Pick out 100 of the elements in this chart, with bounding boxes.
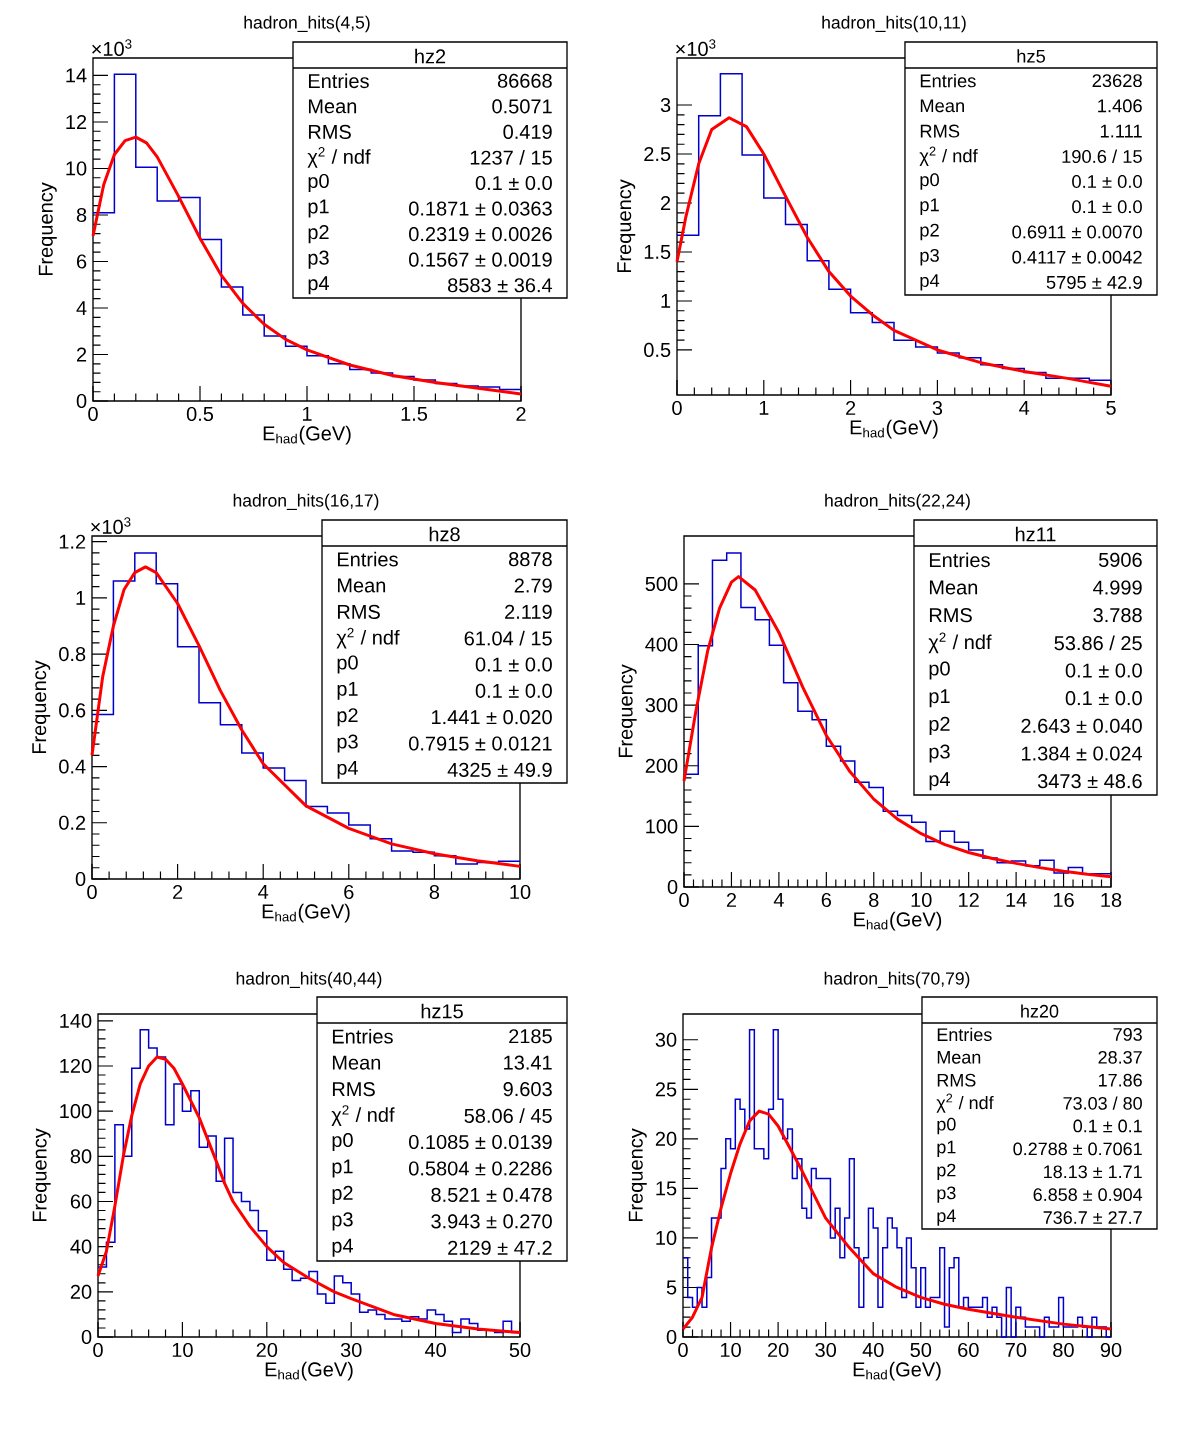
- annotation: 0.1567 ± 0.0019: [409, 252, 552, 267]
- text: ×10$^{3}$: [676, 39, 716, 56]
- y-tick-label: 20: [655, 1131, 677, 1146]
- x-tick-label: 20: [256, 1342, 278, 1358]
- annotation: p3: [337, 734, 358, 753]
- annotation: 0.6911 ± 0.0070: [1012, 225, 1142, 239]
- annotation: 61.04 / 15: [464, 630, 552, 646]
- y-tick-label: 14: [66, 68, 87, 83]
- annotation: Entries: [920, 73, 976, 88]
- annotation: 17.86: [1098, 1073, 1142, 1087]
- y-tick-label: 3: [660, 97, 671, 113]
- annotation: p4: [937, 1209, 956, 1226]
- annotation: Mean: [920, 99, 964, 113]
- annotation: 18.13 ± 1.71: [1044, 1165, 1142, 1179]
- annotation: 0.1 ± 0.1: [1073, 1119, 1142, 1133]
- annotation: RMS: [929, 608, 972, 623]
- annotation: 0.1 ± 0.0: [1065, 691, 1142, 706]
- annotation: 0.1 ± 0.0: [475, 657, 552, 672]
- annotation: 5906: [1098, 552, 1142, 567]
- x-tick-label: 20: [767, 1342, 789, 1358]
- annotation: p2: [920, 223, 939, 241]
- x-tick-label: 0: [679, 892, 689, 908]
- x-tick-label: 10: [720, 1342, 741, 1358]
- y-tick-label: 1: [76, 591, 86, 605]
- x-tick-label: 50: [509, 1342, 531, 1358]
- annotation: 5795 ± 42.9: [1046, 275, 1142, 289]
- annotation: Mean: [937, 1051, 981, 1064]
- annotation: p2: [929, 716, 950, 735]
- y-tick-label: 0.5: [644, 342, 671, 358]
- annotation: 0.5071: [492, 99, 552, 114]
- y-tick-label: 1: [661, 294, 671, 308]
- annotation: RMS: [937, 1073, 976, 1087]
- annotation: RMS: [920, 124, 960, 138]
- annotation: χ$^{2}$ / ndf: [307, 147, 371, 168]
- text: ×10$^{3}$: [91, 517, 131, 534]
- annotation: 1.384 ± 0.024: [1021, 746, 1143, 761]
- chart-title: hadron_hits(22,24): [825, 493, 970, 511]
- annotation: 0.4117 ± 0.0042: [1012, 250, 1142, 264]
- y-tick-label: 20: [70, 1284, 92, 1299]
- y-tick-label: 120: [60, 1058, 92, 1074]
- annotation: Mean: [332, 1055, 381, 1070]
- x-axis-title: E$_{had}$(GeV): [850, 419, 938, 439]
- annotation: 58.06 / 45: [464, 1108, 552, 1123]
- annotation: p2: [937, 1163, 956, 1180]
- annotation: χ$^{2}$ / ndf: [928, 632, 992, 654]
- y-tick-label: 25: [655, 1082, 677, 1097]
- annotation: 86668: [497, 73, 552, 88]
- x-tick-label: 10: [911, 892, 932, 908]
- x-tick-label: 4: [773, 892, 784, 907]
- annotation: 0.1 ± 0.0: [1065, 663, 1142, 678]
- x-tick-label: 2: [516, 406, 526, 421]
- y-tick-label: 0: [81, 1329, 92, 1345]
- y-tick-label: 0: [666, 1329, 677, 1345]
- annotation: 28.37: [1098, 1050, 1142, 1064]
- x-tick-label: 70: [1005, 1342, 1027, 1358]
- x-tick-label: 16: [1053, 892, 1074, 908]
- annotation: Mean: [929, 580, 978, 595]
- y-tick-label: 5: [666, 1280, 677, 1295]
- x-tick-label: 1: [302, 406, 312, 421]
- annotation: 2129 ± 47.2: [448, 1240, 552, 1255]
- annotation: 0.7915 ± 0.0121: [409, 736, 552, 751]
- annotation: 3473 ± 48.6: [1037, 774, 1142, 789]
- annotation: 1.441 ± 0.020: [431, 710, 552, 725]
- annotation: p1: [308, 199, 329, 218]
- y-tick-label: 0: [75, 871, 86, 887]
- annotation: hz2: [415, 48, 446, 64]
- annotation: Mean: [337, 578, 386, 593]
- annotation: hz11: [1015, 526, 1056, 542]
- x-tick-label: 1.5: [401, 406, 428, 421]
- annotation: Entries: [332, 1028, 393, 1044]
- annotation: hz5: [1017, 49, 1045, 63]
- annotation: 8.521 ± 0.478: [431, 1187, 552, 1202]
- y-axis-title: Frequency: [618, 664, 637, 758]
- y-tick-label: 10: [656, 1230, 677, 1245]
- annotation: 2185: [509, 1029, 552, 1044]
- annotation: p3: [937, 1186, 956, 1203]
- y-tick-label: 1.5: [644, 245, 671, 259]
- y-tick-label: 4: [76, 301, 87, 315]
- x-tick-label: 12: [959, 892, 979, 907]
- x-tick-label: 10: [510, 884, 531, 900]
- annotation: 0.1 ± 0.0: [475, 683, 552, 698]
- annotation: RMS: [337, 604, 380, 619]
- annotation: 0.2319 ± 0.0026: [409, 227, 552, 242]
- annotation: hz8: [429, 526, 460, 542]
- x-tick-label: 5: [1106, 400, 1116, 415]
- x-tick-label: 90: [1100, 1342, 1122, 1358]
- y-tick-label: 1.2: [59, 534, 86, 549]
- chart-title: hadron_hits(16,17): [233, 493, 379, 511]
- x-tick-label: 8: [869, 892, 879, 908]
- x-tick-label: 14: [1006, 892, 1027, 907]
- y-axis-title: Frequency: [617, 179, 636, 273]
- x-tick-label: 80: [1053, 1342, 1074, 1358]
- y-tick-label: 30: [655, 1032, 677, 1047]
- x-axis-title: E$_{had}$(GeV): [262, 903, 350, 923]
- x-tick-label: 40: [862, 1342, 884, 1358]
- annotation: p3: [929, 744, 950, 763]
- y-tick-label: 0.8: [59, 647, 86, 662]
- y-axis-title: Frequency: [38, 182, 57, 276]
- y-tick-label: 60: [70, 1194, 92, 1209]
- y-tick-label: 0.2: [59, 815, 86, 830]
